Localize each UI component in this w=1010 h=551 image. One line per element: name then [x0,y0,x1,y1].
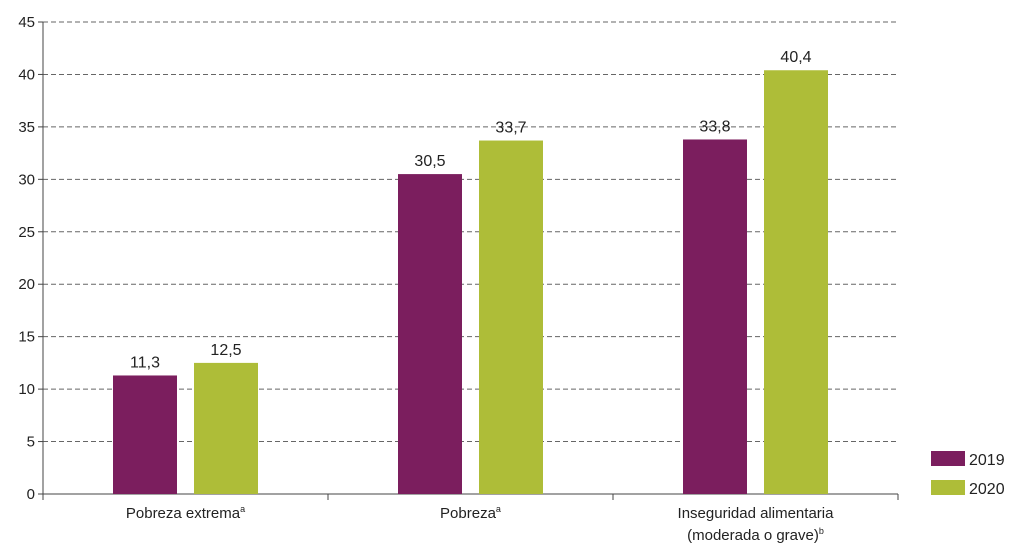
category-label-2: Inseguridad alimentaria [678,505,835,522]
y-tick-label-40: 40 [18,66,35,83]
y-tick-label-0: 0 [27,486,35,503]
category-footnote-0: a [240,504,245,514]
bar-2020-0 [194,362,258,494]
y-tick-label-45: 45 [18,14,35,31]
category-label-2-line2: (moderada o grave)b [687,526,824,544]
y-tick-label-20: 20 [18,276,35,293]
data-label-2019-0: 11,3 [130,354,160,371]
y-tick-label-25: 25 [18,224,35,241]
bar-2019-2 [683,139,747,494]
y-tick-label-10: 10 [18,381,35,398]
bar-2019-0 [113,375,177,494]
data-label-2020-2: 40,4 [780,49,811,66]
category-label-1: Pobrezaa [440,504,501,522]
legend: 2019 2020 [931,451,1005,498]
legend-swatch-2019 [931,451,965,466]
y-tick-label-35: 35 [18,119,35,136]
data-label-2019-2: 33,8 [699,118,730,135]
bar-2020-1 [479,140,543,494]
bar-2019-1 [398,174,462,495]
legend-label-2019: 2019 [969,452,1005,469]
axes [38,21,899,500]
data-label-2020-0: 12,5 [210,342,241,359]
data-label-2020-1: 33,7 [495,120,526,137]
gridlines [43,21,898,443]
legend-swatch-2020 [931,480,965,495]
category-label-0: Pobreza extremaa [126,504,245,522]
category-footnote-1: a [496,504,501,514]
y-tick-label-15: 15 [18,329,35,346]
y-tick-label-30: 30 [18,171,35,188]
data-label-2019-1: 30,5 [414,153,445,170]
labels: 0 5 10 15 20 25 30 35 40 45 11,3 12,5 Pobreza extrem… [18,14,834,544]
legend-label-2020: 2020 [969,481,1005,498]
category-footnote-2: b [819,526,824,536]
y-tick-label-5: 5 [27,434,35,451]
bars [113,70,828,495]
bar-2020-2 [764,70,828,494]
